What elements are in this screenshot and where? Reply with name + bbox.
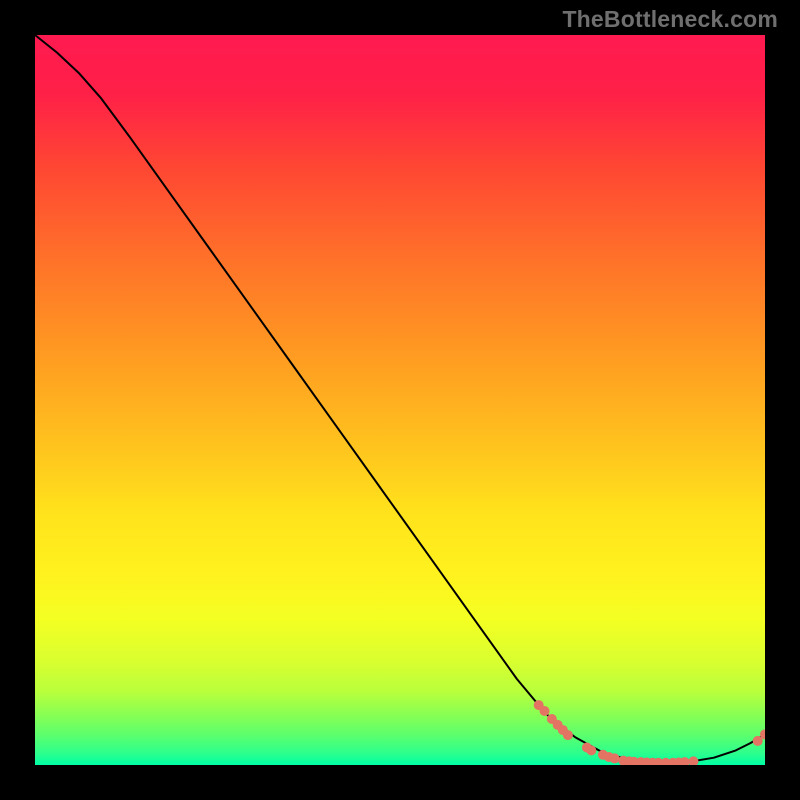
plot-svg (35, 35, 765, 765)
chart-frame: TheBottleneck.com (0, 0, 800, 800)
gradient-background (35, 35, 765, 765)
scatter-point (586, 745, 596, 755)
scatter-point (540, 706, 550, 716)
watermark-text: TheBottleneck.com (562, 6, 778, 33)
scatter-point (610, 753, 620, 763)
scatter-point (563, 730, 573, 740)
plot-area (35, 35, 765, 765)
